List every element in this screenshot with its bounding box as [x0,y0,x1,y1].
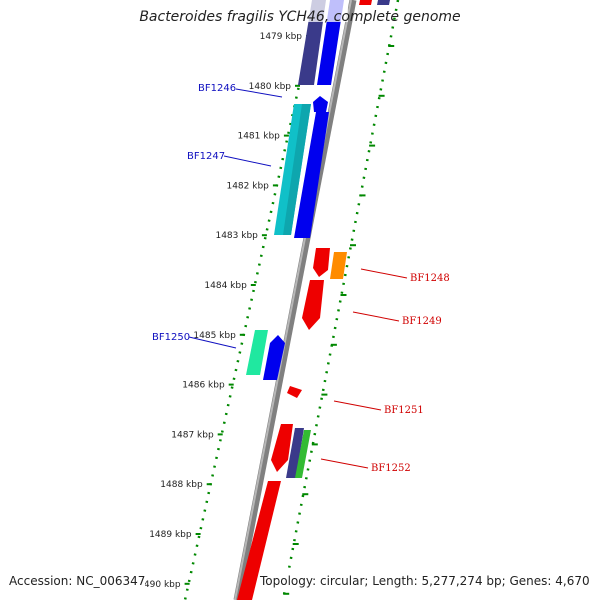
genome-info: Topology: circular; Length: 5,277,274 bp… [260,574,590,588]
kbp-label: 1488 kbp [160,480,203,490]
gene-bottom-red [237,481,281,600]
gene-bf1246-blue [313,96,328,112]
left-scale-track [183,0,320,600]
kbp-label: 1484 kbp [204,281,247,291]
kbp-label: 1486 kbp [182,381,225,391]
gene-group-top [298,0,390,85]
page-title: Bacteroides fragilis YCH46, complete gen… [139,9,461,25]
gene-label-bf1247[interactable]: BF1247 [187,151,225,162]
kbp-label: 1487 kbp [171,430,214,440]
gene-label-bf1249[interactable]: BF1249 [402,316,442,327]
gene-group-bf1252 [271,424,311,478]
gene-group-bf1248-1249 [302,248,347,330]
genome-backbone [233,0,357,600]
gene-bf1248-red [313,248,330,277]
kbp-label: 1481 kbp [237,132,280,142]
gene-bf1247-blue [294,112,329,238]
leader-bf1246 [235,88,283,98]
accession-label: Accession: NC_006347 [9,574,146,588]
gene-label-bf1246[interactable]: BF1246 [198,83,236,94]
leader-bf1247 [223,155,272,167]
gene-label-bf1251[interactable]: BF1251 [384,405,424,416]
gene-group-bf1250 [246,330,285,380]
leader-bf1249 [352,311,400,322]
right-scale-track [281,0,400,600]
kbp-label: 1483 kbp [215,231,258,241]
kbp-label: 1489 kbp [149,530,192,540]
scale-ticks [184,35,395,595]
gene-bf1252-green [295,430,311,478]
leader-bf1248 [360,268,408,279]
gene-bf1250-teal [246,330,268,375]
gene-bar-top-red [359,0,372,5]
gene-bar-top-fade [300,0,348,22]
gene-bf1248-orange [330,252,347,279]
genome-backbone-highlight [234,0,352,600]
gene-bf1249-red [302,280,324,330]
gene-leader-lines [188,88,408,469]
kbp-label: 1490 kbp [138,580,181,590]
kbp-label: 1485 kbp [193,331,236,341]
gene-bar-top-navy-2 [377,0,390,5]
gene-bf1252-red [271,424,293,472]
kbp-label: 1480 kbp [249,82,292,92]
gene-label-bf1248[interactable]: BF1248 [410,273,450,284]
leader-bf1252 [320,458,369,469]
kbp-label: 1479 kbp [260,32,303,42]
kbp-label: 1482 kbp [226,181,269,191]
leader-bf1251 [333,400,382,411]
gene-bf1250-blue [263,335,285,380]
kbp-labels: 1479 kbp 1480 kbp 1481 kbp 1482 kbp 1483 kbp… [138,32,302,590]
gene-bf1251-red [287,386,302,398]
gene-bf1247-cyan-shade [283,104,311,235]
gene-label-bf1252[interactable]: BF1252 [371,463,411,474]
gene-group-bf1246-1247 [274,96,329,238]
leader-bf1250 [188,336,237,349]
gene-bf1252-navy [286,428,304,478]
gene-label-bf1250[interactable]: BF1250 [152,332,190,343]
